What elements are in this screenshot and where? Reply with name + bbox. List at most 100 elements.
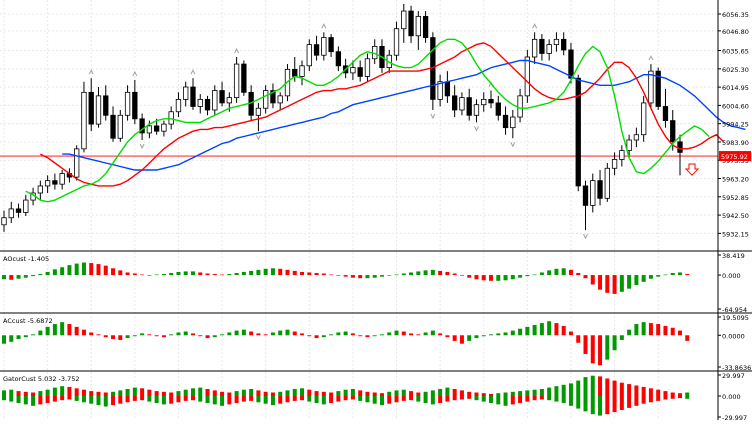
histogram-bar: [220, 391, 225, 396]
histogram-bar: [169, 272, 174, 276]
histogram-bar: [481, 275, 486, 281]
y-tick-label: 6004.60: [722, 102, 749, 110]
histogram-bar: [263, 391, 268, 396]
histogram-bar: [176, 332, 181, 336]
histogram-bar: [634, 385, 639, 396]
histogram-bar: [459, 390, 464, 396]
histogram-bar: [481, 335, 486, 337]
histogram-bar: [590, 335, 595, 364]
histogram-bar: [518, 275, 523, 278]
histogram-bar: [561, 384, 566, 396]
histogram-bar: [416, 271, 421, 276]
histogram-bar: [212, 335, 217, 338]
histogram-bar: [547, 321, 552, 336]
histogram-bar: [365, 396, 370, 403]
histogram-bar: [474, 396, 479, 401]
histogram-bar: [576, 396, 581, 409]
histogram-bar: [227, 396, 232, 405]
current-price-label: 5975.92: [721, 153, 748, 161]
histogram-bar: [641, 386, 646, 396]
histogram-bar: [678, 272, 682, 276]
histogram-bar: [161, 274, 166, 276]
histogram-bar: [292, 331, 297, 336]
histogram-bar: [147, 275, 152, 276]
histogram-bar: [503, 396, 508, 406]
histogram-bar: [518, 391, 523, 396]
histogram-bar: [423, 391, 428, 396]
bear-candle: [335, 51, 342, 67]
histogram-bar: [394, 274, 399, 276]
histogram-bar: [416, 396, 421, 402]
histogram-bar: [350, 388, 355, 396]
histogram-bar: [656, 396, 661, 401]
histogram-bar: [678, 396, 682, 399]
histogram-bar: [278, 396, 283, 404]
fractal-up-marker: [648, 54, 654, 61]
bull-candle: [524, 56, 531, 97]
histogram-bar: [176, 271, 181, 276]
histogram-bar: [307, 272, 312, 276]
histogram-bar: [111, 335, 116, 340]
histogram-bar: [547, 387, 552, 396]
histogram-bar: [445, 271, 450, 276]
bull-candle: [263, 90, 269, 109]
histogram-bar: [612, 335, 617, 351]
histogram-bar: [401, 389, 406, 396]
histogram-bar: [379, 334, 384, 336]
histogram-bar: [561, 325, 566, 336]
bear-candle: [677, 141, 683, 153]
histogram-bar: [67, 265, 72, 276]
bull-candle: [299, 65, 305, 77]
bear-candle: [132, 91, 138, 120]
histogram-bar: [343, 389, 348, 396]
histogram-bar: [612, 380, 617, 396]
fractal-down-marker: [510, 142, 516, 148]
histogram-bar: [503, 275, 508, 281]
histogram-bar: [2, 275, 6, 280]
histogram-bar: [45, 396, 50, 404]
histogram-bar: [576, 272, 581, 276]
histogram-bar: [670, 272, 675, 276]
y-tick-label: 5952.85: [722, 194, 749, 202]
histogram-bar: [525, 326, 530, 336]
histogram-bar: [31, 275, 36, 277]
histogram-bar: [16, 391, 21, 396]
histogram-bar: [336, 391, 341, 396]
histogram-bar: [74, 263, 79, 276]
histogram-bar: [474, 392, 479, 396]
histogram-bar: [263, 396, 268, 404]
histogram-bar: [568, 269, 573, 276]
histogram-bar: [685, 392, 690, 396]
histogram-bar: [140, 274, 145, 276]
histogram-bar: [641, 322, 646, 336]
histogram-bar: [510, 275, 515, 280]
histogram-bar: [481, 393, 486, 396]
bull-candle: [619, 150, 625, 160]
histogram-bar: [496, 333, 501, 336]
histogram-bar: [38, 330, 43, 336]
bear-candle: [575, 77, 581, 187]
histogram-bar: [270, 332, 275, 336]
histogram-bar: [401, 331, 406, 336]
histogram-bar: [38, 391, 43, 396]
histogram-bar: [489, 396, 494, 404]
bear-candle: [292, 68, 298, 77]
sell-arrow-icon: [684, 163, 700, 176]
y-tick-label: 38.419: [722, 252, 745, 260]
bull-candle: [648, 70, 654, 104]
histogram-bar: [89, 391, 94, 396]
histogram-bar: [343, 331, 348, 336]
histogram-bar: [554, 323, 559, 336]
histogram-bar: [598, 335, 603, 366]
histogram-bar: [220, 274, 225, 276]
histogram-bar: [401, 396, 406, 401]
ma-fast-line: [25, 38, 710, 203]
histogram-bar: [52, 396, 57, 402]
bull-candle: [531, 38, 538, 58]
histogram-bar: [525, 396, 530, 402]
histogram-bar: [430, 390, 435, 396]
histogram-bar: [249, 396, 254, 401]
histogram-bar: [74, 396, 79, 401]
histogram-bar: [532, 324, 537, 336]
